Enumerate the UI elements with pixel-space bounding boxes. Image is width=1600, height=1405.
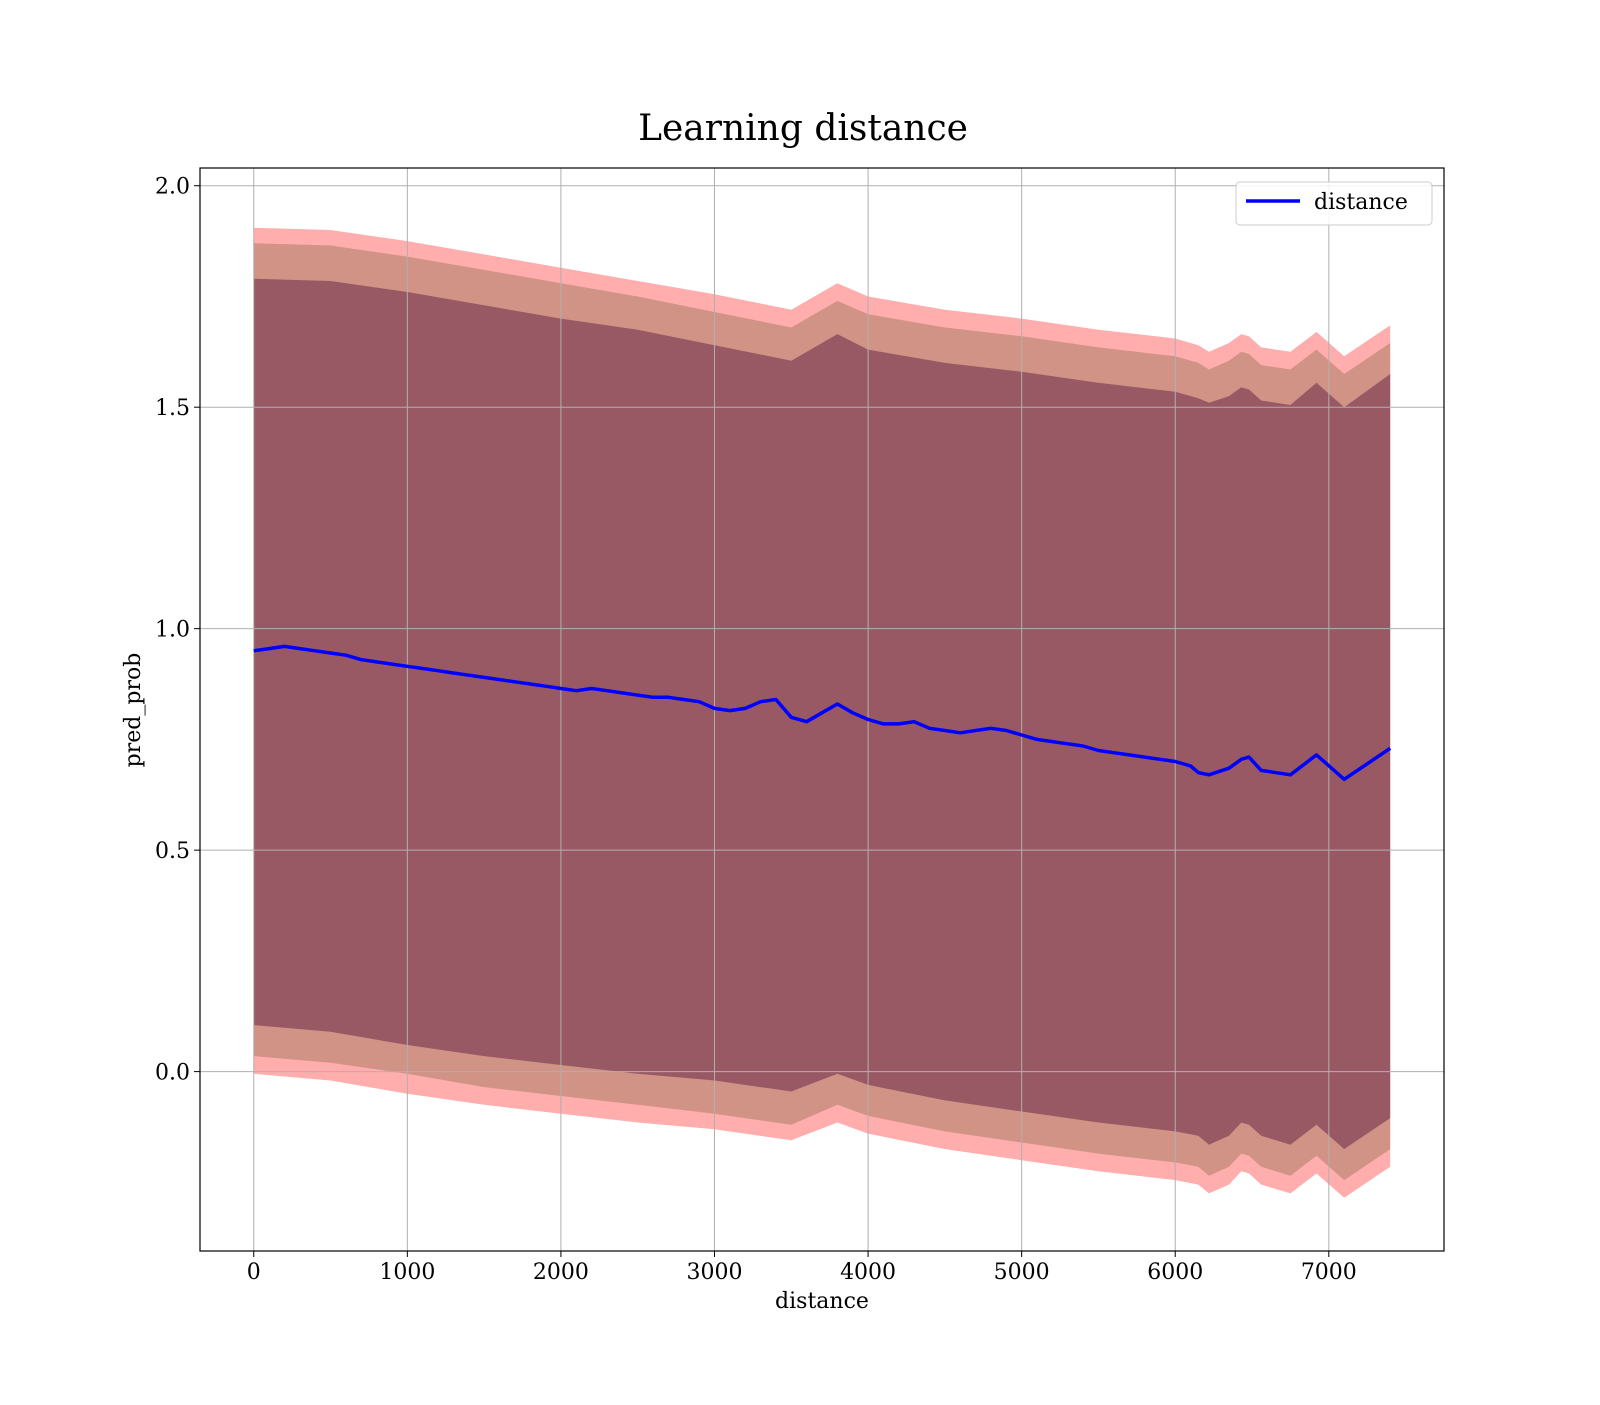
x-tick-label: 5000 [994,1260,1050,1285]
grid-lines [200,168,1444,1251]
legend: distance [1235,181,1433,226]
y-tick-label: 0.0 [155,1061,190,1086]
legend-label-distance: distance [1314,190,1408,215]
y-axis-title: pred_prob [121,653,146,768]
series-line-distance [253,644,1392,782]
x-axis-ticks: 0 1000 2000 3000 4000 5000 6000 7000 [247,1251,1357,1285]
x-tick-label: 3000 [686,1260,742,1285]
chart-title: Learning distance [638,108,968,149]
x-tick-label: 6000 [1147,1260,1203,1285]
y-axis-ticks: 0.0 0.5 1.0 1.5 2.0 [155,175,200,1086]
x-axis-title: distance [775,1289,869,1314]
x-tick-label: 1000 [379,1260,435,1285]
series-lines [253,644,1392,782]
y-tick-label: 0.5 [155,839,190,864]
x-tick-label: 2000 [533,1260,589,1285]
confidence-bands [253,227,1391,1198]
x-tick-label: 7000 [1301,1260,1357,1285]
y-tick-label: 1.5 [155,396,190,421]
x-tick-label: 4000 [840,1260,896,1285]
legend-box [1235,181,1433,226]
y-tick-label: 2.0 [155,175,190,200]
y-tick-label: 1.0 [155,618,190,643]
plot-frame [199,167,1445,1252]
x-tick-label: 0 [247,1260,261,1285]
